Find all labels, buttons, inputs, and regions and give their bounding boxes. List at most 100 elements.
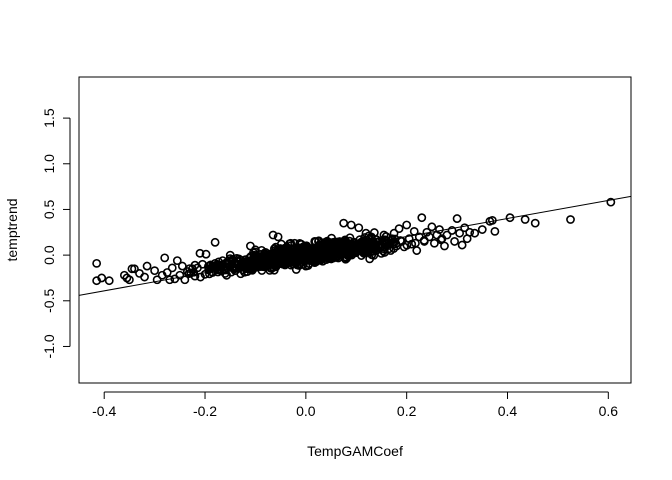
data-point [226,260,235,270]
data-point [487,216,497,225]
y-tick-label: -1.0 [41,334,57,358]
y-tick-label: 1.0 [41,154,57,174]
data-point [465,227,475,237]
x-tick-label: 0.0 [296,403,316,419]
data-point [196,272,205,282]
data-point [364,231,374,241]
data-point [286,257,296,267]
data-point [470,228,480,238]
data-point [97,273,107,283]
y-tick-label: 1.5 [41,108,57,128]
data-point [291,251,300,261]
data-point [447,226,457,235]
x-tick-label: 0.6 [599,403,619,419]
data-point [330,244,340,253]
x-tick-label: 0.2 [397,403,417,419]
data-point [455,228,465,238]
data-point [312,257,322,266]
data-point [380,235,390,245]
data-point [342,237,352,247]
data-point [278,247,287,257]
data-point [450,237,459,246]
data-point [417,213,427,223]
data-point [247,265,257,275]
data-point [150,266,160,276]
data-point [245,253,254,263]
data-point [452,214,462,223]
data-point [104,276,114,286]
data-point [268,230,278,240]
data-point [566,215,575,224]
x-axis-label: TempGAMCoef [307,443,403,459]
data-point [477,225,487,234]
y-tick-label: 0.0 [41,245,57,265]
data-point [505,213,515,223]
plot-frame [78,76,632,384]
data-point [346,220,356,230]
data-point [402,220,412,230]
data-point [214,261,223,271]
data-point [429,238,439,248]
data-point [435,225,444,234]
data-point [427,222,437,232]
data-point [327,244,337,253]
data-point [189,267,199,277]
data-point [520,215,530,224]
data-point [339,218,349,228]
data-point [324,251,334,260]
data-point [411,238,420,248]
data-point [203,261,213,271]
data-point [177,261,187,271]
data-point [240,261,250,271]
data-point [395,236,405,245]
data-point [310,252,320,262]
data-point [160,253,170,263]
data-point [409,226,419,236]
data-point [92,258,102,268]
y-tick-label: 0.5 [41,200,57,220]
data-point [379,244,389,254]
data-point [370,241,380,251]
data-point [530,218,540,228]
data-point [341,248,351,258]
data-point [130,264,139,274]
data-point [225,250,235,260]
data-point [314,236,324,246]
data-point [366,242,375,252]
data-point [201,249,211,259]
data-point [125,275,134,285]
data-point [442,230,452,240]
data-point [172,256,182,265]
data-point [271,242,281,252]
data-point [407,239,417,249]
data-point [204,265,214,275]
data-point [412,246,422,255]
x-tick-label: -0.2 [193,403,217,419]
data-point [457,240,467,250]
data-point [606,197,616,207]
data-point [195,248,205,258]
data-point [422,227,432,237]
data-point [394,224,404,234]
data-point [165,275,175,285]
data-point [280,249,290,259]
data-point [354,223,364,233]
y-axis-label: temptrend [4,198,20,261]
y-axis: -1.0 -0.5 0.0 0.5 1.0 1.5 [41,108,71,359]
data-point [280,259,290,268]
y-tick-label: -0.5 [41,289,57,313]
data-point [355,235,365,245]
data-point [260,258,270,267]
x-tick-label: -0.4 [92,403,116,419]
data-point [237,261,246,271]
data-point [360,233,370,242]
data-point [162,268,172,277]
data-point [251,245,260,255]
data-point [175,270,185,280]
data-point [140,272,149,282]
x-axis: -0.4 -0.2 0.0 0.2 0.4 0.6 [92,391,619,419]
data-point [265,257,275,267]
data-point [285,239,295,249]
data-point [354,241,364,251]
